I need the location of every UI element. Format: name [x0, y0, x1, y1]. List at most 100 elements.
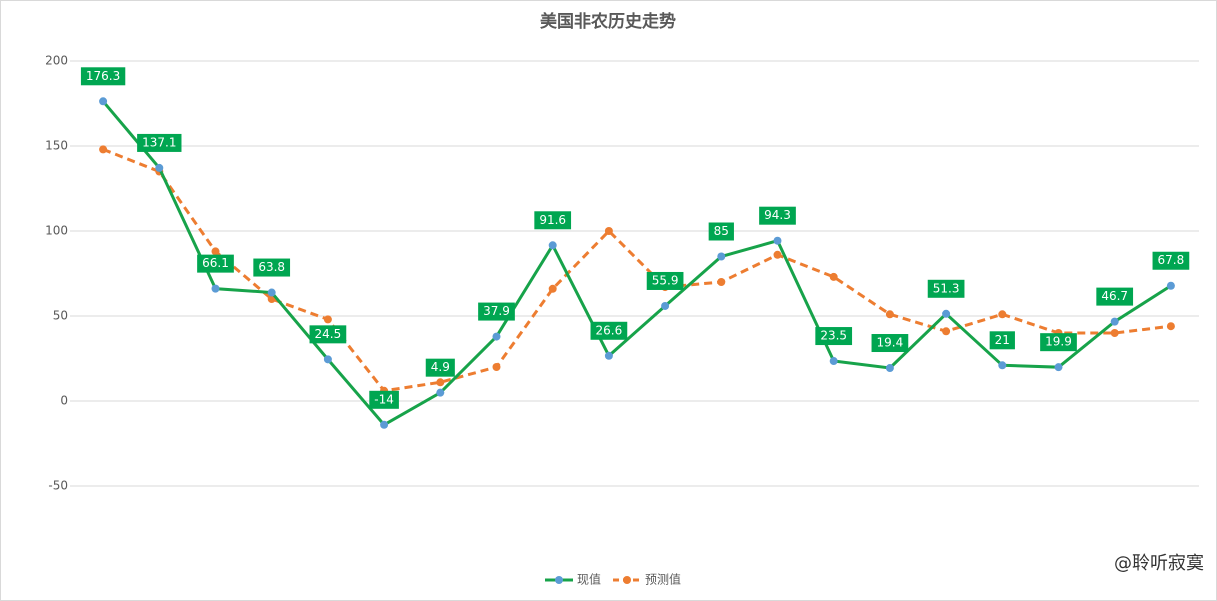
y-tick-label: 150	[45, 139, 68, 153]
data-label: 26.6	[590, 321, 628, 340]
data-label-box	[646, 271, 684, 290]
point	[492, 332, 501, 341]
data-label-box	[253, 258, 291, 277]
point	[323, 315, 332, 324]
chart-title: 美国非农历史走势	[540, 11, 676, 32]
point	[604, 351, 613, 360]
data-label-text: 46.7	[1101, 289, 1128, 303]
point	[661, 301, 670, 310]
y-tick-label: 200	[45, 54, 68, 68]
data-label-text: 66.1	[202, 256, 229, 270]
point	[885, 364, 894, 373]
data-label-box	[759, 206, 796, 225]
point	[717, 278, 726, 286]
point	[323, 355, 332, 364]
data-label: 137.1	[137, 133, 182, 152]
data-label-text: 37.9	[483, 304, 510, 318]
data-label-box	[197, 254, 234, 273]
data-label: 85	[708, 222, 734, 241]
point	[211, 247, 220, 256]
data-label: 4.9	[425, 358, 455, 377]
point	[436, 388, 445, 397]
data-label-text: 19.9	[1045, 335, 1072, 349]
point	[436, 378, 445, 387]
data-label-text: -14	[374, 392, 394, 406]
data-label-text: 176.3	[86, 69, 120, 83]
data-label-box	[478, 302, 515, 321]
data-label-box	[425, 358, 455, 377]
point	[604, 227, 613, 235]
data-label-box	[815, 327, 853, 346]
point	[380, 420, 389, 429]
point	[155, 163, 164, 172]
data-label-text: 63.8	[258, 260, 285, 274]
data-label-box	[137, 133, 182, 152]
data-label-text: 91.6	[539, 213, 566, 227]
data-label: 55.9	[646, 271, 684, 290]
point	[829, 357, 838, 366]
data-label-box	[80, 67, 126, 86]
data-label-box	[369, 390, 399, 409]
y-tick-label: -50	[48, 479, 68, 493]
data-label: 24.5	[309, 325, 347, 344]
legend-label: 现值	[577, 572, 601, 587]
data-label-box	[534, 211, 572, 230]
point	[773, 236, 782, 245]
data-label-box	[1040, 333, 1077, 352]
data-label: 19.9	[1040, 333, 1077, 352]
point	[1110, 317, 1119, 326]
data-label: 94.3	[759, 206, 796, 225]
data-label-box	[309, 325, 347, 344]
point	[829, 272, 838, 281]
series-line	[101, 100, 1172, 427]
data-label: 46.7	[1096, 287, 1134, 306]
point	[717, 252, 726, 261]
data-label-box	[871, 334, 909, 353]
point	[99, 97, 108, 106]
data-label-box	[1096, 287, 1134, 306]
point	[1166, 322, 1175, 331]
data-label-box	[1152, 251, 1190, 270]
legend-marker	[555, 576, 563, 584]
point	[99, 145, 108, 154]
data-label-text: 23.5	[820, 329, 847, 343]
data-label: 67.8	[1152, 251, 1190, 270]
point	[1166, 281, 1175, 290]
data-label: 21	[989, 331, 1015, 350]
data-label: 23.5	[815, 327, 853, 346]
data-label-text: 55.9	[652, 273, 679, 287]
data-label-text: 137.1	[142, 135, 176, 149]
point	[773, 250, 782, 259]
y-tick-label: 0	[60, 394, 68, 408]
point	[885, 310, 894, 319]
point	[1054, 363, 1063, 372]
legend-marker	[623, 576, 632, 584]
data-label-box	[590, 321, 628, 340]
point	[942, 327, 951, 336]
data-label-text: 26.6	[596, 323, 623, 337]
legend-label: 预测值	[645, 572, 681, 587]
data-label-text: 24.5	[315, 327, 342, 341]
data-label-box	[927, 279, 965, 298]
data-label: 66.1	[197, 254, 234, 273]
data-label: 176.3	[80, 67, 126, 86]
point	[548, 284, 557, 293]
data-label: 63.8	[253, 258, 291, 277]
point	[998, 310, 1007, 319]
data-label: 51.3	[927, 279, 965, 298]
point	[942, 309, 951, 318]
data-label-text: 4.9	[431, 360, 450, 374]
data-label-text: 94.3	[764, 208, 791, 222]
y-tick-label: 50	[53, 309, 68, 323]
data-label-box	[989, 331, 1015, 350]
point	[998, 361, 1007, 370]
point	[548, 241, 557, 250]
point	[211, 284, 220, 293]
watermark: @聆听寂寞	[1114, 553, 1204, 574]
point	[492, 363, 501, 371]
data-label: 37.9	[478, 302, 515, 321]
data-label-text: 21	[995, 333, 1010, 347]
data-label-box	[708, 222, 734, 241]
